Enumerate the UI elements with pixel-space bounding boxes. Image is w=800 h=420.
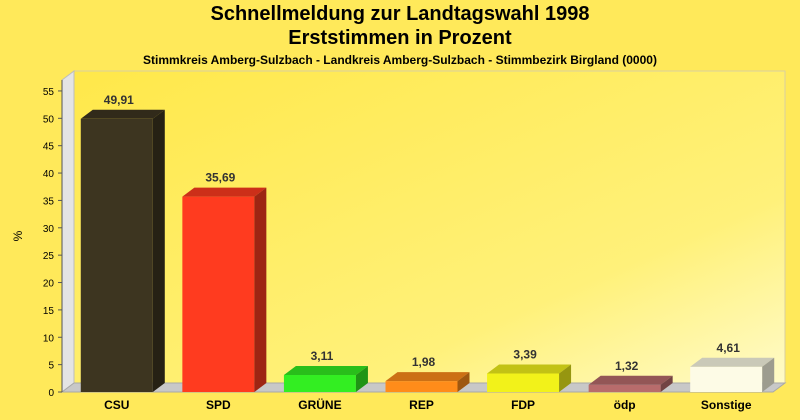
bar-side bbox=[152, 109, 165, 393]
x-tick-label: CSU bbox=[104, 398, 129, 412]
x-tick-label: REP bbox=[409, 398, 434, 412]
chart-title: Schnellmeldung zur Landtagswahl 1998 bbox=[210, 3, 590, 25]
y-tick-label: 55 bbox=[43, 87, 55, 98]
y-tick-label: 20 bbox=[43, 279, 55, 290]
bar bbox=[80, 118, 153, 393]
x-tick-label: FDP bbox=[511, 398, 535, 412]
y-tick-label: 35 bbox=[43, 196, 55, 207]
bar-value-label: 4,61 bbox=[717, 341, 741, 355]
bar-side bbox=[254, 187, 267, 392]
bar-top bbox=[487, 364, 572, 374]
y-axis-label: % bbox=[11, 230, 25, 241]
bar-side bbox=[457, 372, 470, 392]
y-tick-label: 15 bbox=[43, 306, 55, 317]
plot-side-wall bbox=[61, 70, 75, 393]
x-tick-label: SPD bbox=[206, 398, 231, 412]
x-tick-label: ödp bbox=[614, 398, 636, 412]
x-tick-label: Sonstige bbox=[701, 398, 752, 412]
bar bbox=[182, 196, 255, 392]
bar-top bbox=[588, 375, 673, 385]
chart-title-2: Erststimmen in Prozent bbox=[288, 27, 512, 49]
plot-back-wall bbox=[73, 70, 786, 384]
bar-top bbox=[80, 109, 165, 119]
y-tick-label: 30 bbox=[43, 224, 55, 235]
bar bbox=[283, 374, 356, 392]
y-tick-label: 50 bbox=[43, 114, 55, 125]
bar-value-label: 49,91 bbox=[104, 93, 134, 107]
bar bbox=[588, 384, 661, 392]
y-tick-label: 45 bbox=[43, 142, 55, 153]
y-tick-label: 10 bbox=[43, 333, 55, 344]
bar-top bbox=[283, 365, 368, 375]
bar-value-label: 3,39 bbox=[513, 347, 537, 361]
bar-top bbox=[690, 357, 775, 367]
bar-side bbox=[559, 364, 572, 392]
bar-top bbox=[182, 187, 267, 197]
bar bbox=[487, 373, 560, 392]
bar-side bbox=[762, 357, 775, 392]
bar-value-label: 1,32 bbox=[615, 359, 639, 373]
bar bbox=[385, 381, 458, 392]
bar-value-label: 3,11 bbox=[311, 349, 334, 363]
y-tick-label: 25 bbox=[43, 251, 55, 262]
bar-value-label: 35,69 bbox=[205, 171, 235, 185]
bar-value-label: 1,98 bbox=[412, 355, 436, 369]
chart-subtitle: Stimmkreis Amberg-Sulzbach - Landkreis A… bbox=[143, 53, 657, 67]
bar-top bbox=[385, 372, 470, 382]
bar-side bbox=[355, 365, 368, 392]
y-tick-label: 40 bbox=[43, 169, 55, 180]
y-tick-label: 0 bbox=[48, 388, 54, 399]
y-tick-label: 5 bbox=[48, 361, 54, 372]
bar bbox=[690, 366, 763, 392]
x-tick-label: GRÜNE bbox=[298, 397, 341, 412]
bar-side bbox=[660, 375, 673, 392]
